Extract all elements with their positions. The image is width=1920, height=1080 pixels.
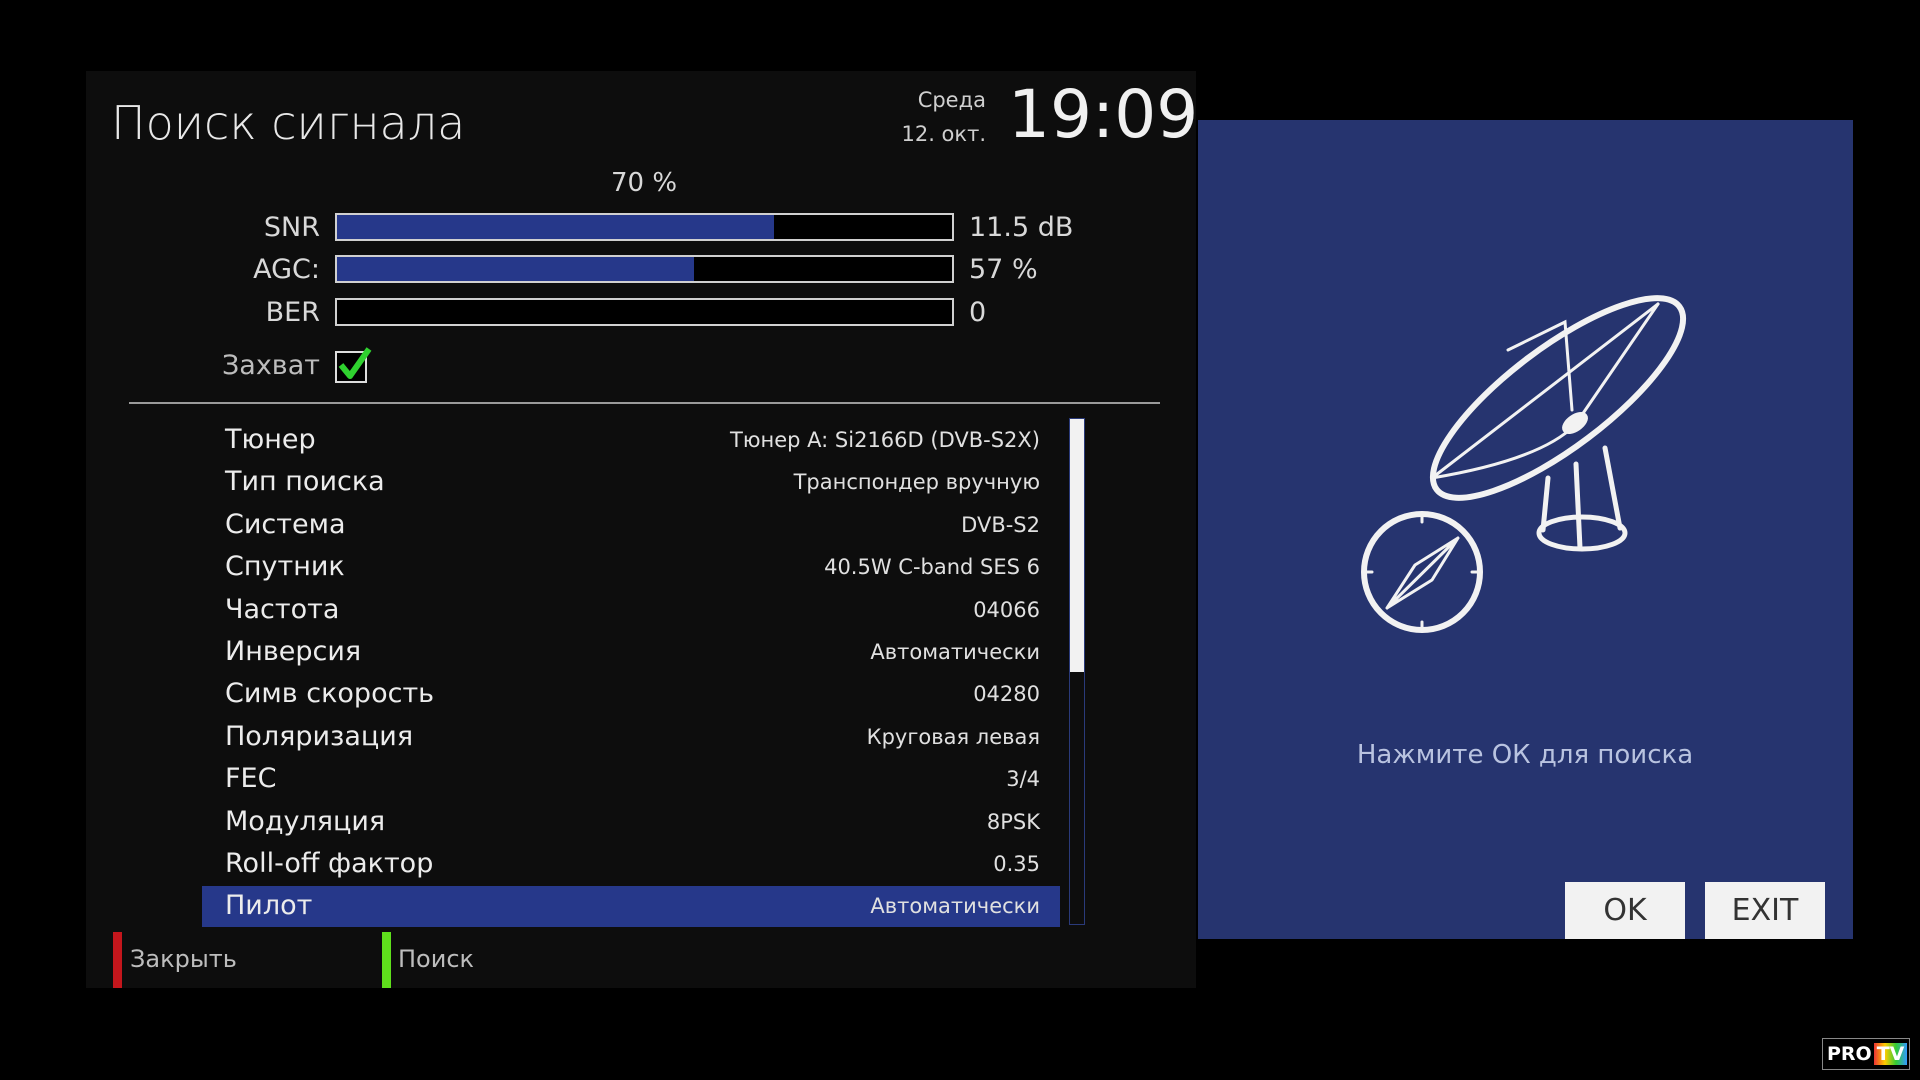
- settings-row[interactable]: Модуляция 8PSK: [202, 802, 1060, 843]
- agc-bar: [335, 255, 954, 283]
- setting-value: Автоматически: [870, 640, 1040, 664]
- setting-value: DVB-S2: [961, 512, 1040, 537]
- setting-label: Пилот: [225, 890, 313, 922]
- setting-label: Инверсия: [225, 636, 362, 667]
- lock-label: Захват: [221, 350, 320, 381]
- setting-value: 3/4: [1006, 767, 1040, 792]
- setting-value: 04066: [973, 597, 1040, 622]
- agc-bar-fill: [337, 257, 694, 281]
- protv-watermark-logo: PRO TV: [1822, 1038, 1910, 1070]
- page-title: Поиск сигнала: [111, 96, 466, 150]
- setting-value: 40.5W C-band SES 6: [824, 555, 1040, 580]
- close-button[interactable]: Закрыть: [130, 945, 237, 973]
- green-key-icon: [382, 932, 391, 988]
- setting-label: Тип поиска: [225, 466, 385, 498]
- snr-value: 11.5 dB: [969, 212, 1074, 243]
- settings-row[interactable]: Система DVB-S2: [202, 505, 1060, 546]
- clock: 19:09: [1008, 76, 1199, 153]
- setting-value: Тюнер A: Si2166D (DVB-S2X): [730, 428, 1040, 452]
- setting-label: Поляризация: [225, 720, 414, 752]
- settings-row[interactable]: Roll-off фактор 0.35: [202, 844, 1060, 885]
- agc-label: AGC:: [253, 254, 320, 285]
- setting-label: Частота: [225, 593, 340, 625]
- setting-value: Автоматически: [870, 894, 1040, 919]
- search-dialog: [1198, 120, 1853, 939]
- satellite-dish-compass-icon: [1361, 295, 1687, 633]
- setting-value: 8PSK: [986, 809, 1040, 834]
- weekday: Среда: [917, 88, 986, 112]
- exit-button[interactable]: EXIT: [1705, 882, 1825, 939]
- settings-row[interactable]: Симв скорость 04280: [202, 674, 1060, 715]
- search-button[interactable]: Поиск: [398, 945, 475, 973]
- setting-value: 0.35: [993, 852, 1040, 876]
- date: 12. окт.: [901, 122, 986, 146]
- scrollbar[interactable]: [1069, 418, 1085, 925]
- agc-value: 57 %: [969, 254, 1038, 285]
- snr-bar: [335, 213, 954, 241]
- scrollbar-thumb[interactable]: [1070, 419, 1084, 672]
- setting-label: Спутник: [225, 551, 345, 583]
- settings-row[interactable]: FEC 3/4: [202, 759, 1060, 800]
- setting-label: Модуляция: [225, 805, 386, 837]
- setting-label: FEC: [225, 763, 277, 795]
- snr-label: SNR: [263, 212, 320, 243]
- setting-value: Транспондер вручную: [793, 470, 1040, 495]
- ber-value: 0: [969, 297, 987, 328]
- setting-value: Круговая левая: [866, 724, 1040, 749]
- settings-row[interactable]: Тип поиска Транспондер вручную: [202, 462, 1060, 503]
- settings-row[interactable]: Пилот Автоматически: [202, 886, 1060, 928]
- ok-button[interactable]: OK: [1565, 882, 1685, 939]
- setting-value: 04280: [973, 682, 1040, 707]
- settings-row[interactable]: Спутник 40.5W C-band SES 6: [202, 547, 1060, 588]
- ber-bar: [335, 298, 954, 326]
- setting-label: Система: [225, 508, 346, 540]
- settings-row[interactable]: Частота 04066: [202, 590, 1060, 631]
- divider: [129, 402, 1160, 404]
- settings-row[interactable]: Поляризация Круговая левая: [202, 717, 1060, 758]
- settings-row[interactable]: Инверсия Автоматически: [202, 632, 1060, 673]
- setting-label: Roll-off фактор: [225, 848, 434, 879]
- lock-checkbox: [335, 347, 372, 383]
- setting-label: Тюнер: [225, 424, 316, 455]
- red-key-icon: [113, 932, 122, 988]
- checkmark-icon: [338, 347, 372, 379]
- setting-label: Симв скорость: [225, 678, 435, 710]
- settings-row[interactable]: Тюнер Тюнер A: Si2166D (DVB-S2X): [202, 420, 1060, 461]
- signal-quality: 70 %: [610, 168, 678, 198]
- ber-label: BER: [265, 297, 320, 328]
- search-hint: Нажмите ОК для поиска: [1356, 740, 1694, 770]
- snr-bar-fill: [337, 215, 774, 239]
